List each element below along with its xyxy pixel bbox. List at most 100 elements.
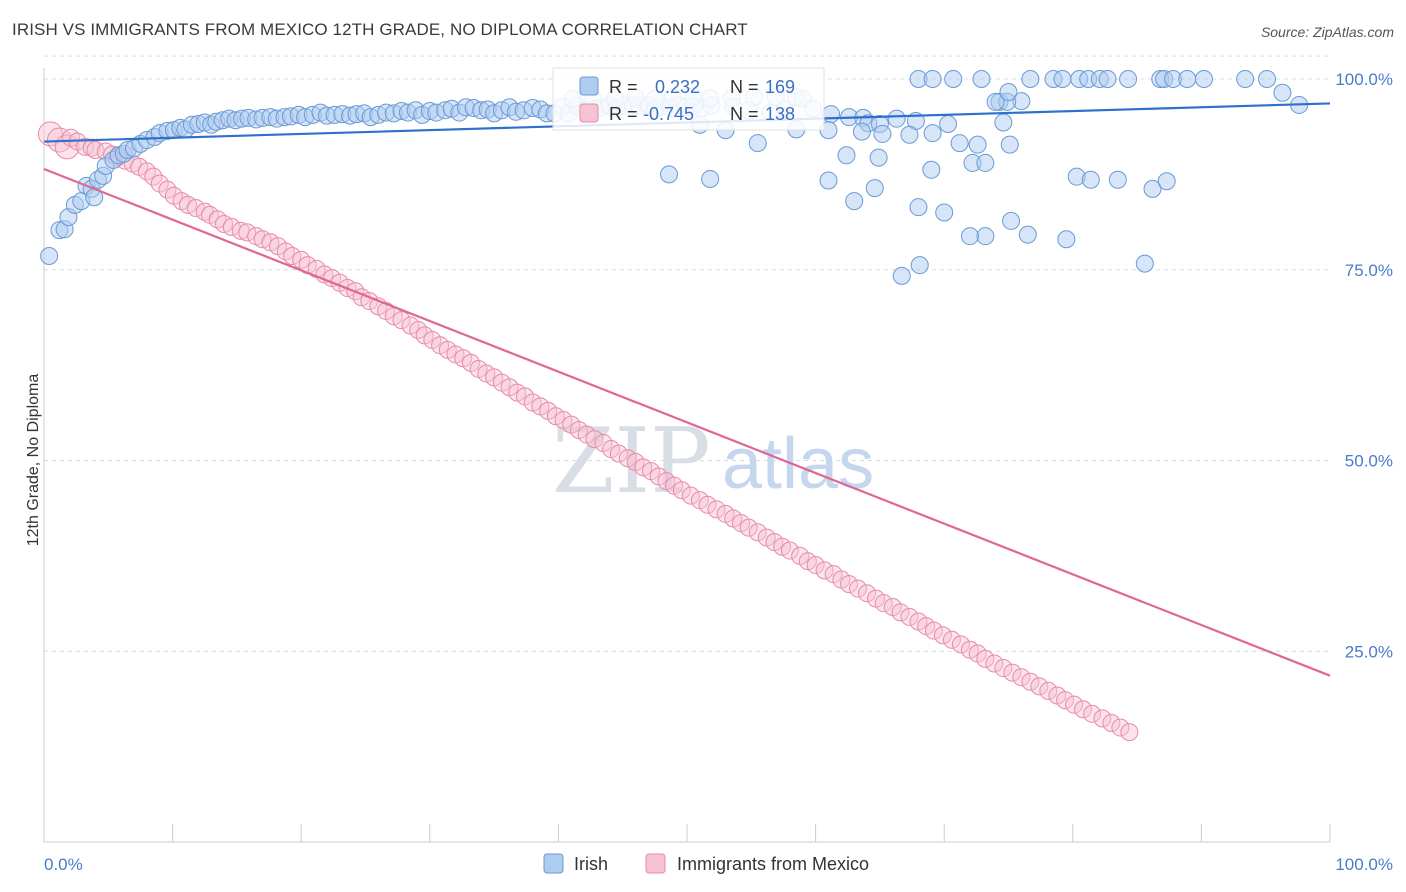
irish-point (1053, 70, 1072, 88)
mexico-point (681, 486, 700, 505)
irish-point (1108, 170, 1127, 189)
irish-point (1098, 70, 1117, 88)
irish-point (960, 227, 979, 246)
mexico-point (951, 635, 970, 654)
legend-mexico-swatch (645, 853, 666, 874)
irish-point (1178, 70, 1197, 88)
irish-point (900, 125, 919, 144)
mexico-point (1021, 672, 1040, 691)
mexico-r-label: R = (609, 104, 638, 124)
x-tick-label-max: 100.0% (1335, 855, 1393, 874)
irish-point (865, 179, 884, 198)
mexico-point (994, 659, 1013, 678)
irish-point (986, 92, 1005, 111)
irish-point (822, 105, 841, 124)
irish-point (748, 134, 767, 153)
irish-point (701, 169, 720, 188)
mexico-point (815, 561, 834, 580)
irish-point (845, 192, 864, 211)
irish-swatch (579, 76, 599, 96)
irish-point (1057, 230, 1076, 249)
mexico-point (840, 575, 859, 594)
stats-legend: R = 0.232 N = 169 R = -0.745 N = 138 (552, 67, 825, 131)
legend-mexico-label: Immigrants from Mexico (677, 854, 869, 874)
mexico-point (1074, 700, 1093, 719)
mexico-point (933, 626, 952, 645)
irish-point (923, 124, 942, 143)
mexico-point (900, 607, 919, 626)
irish-point (659, 165, 678, 184)
irish-point (40, 247, 59, 266)
mexico-point (208, 210, 227, 229)
irish-point (939, 115, 958, 134)
mexico-point (1065, 695, 1084, 714)
irish-point (923, 70, 942, 88)
legend-irish-label: Irish (574, 854, 608, 874)
mexico-point (874, 594, 893, 613)
mexico-point (1083, 704, 1102, 723)
mexico-point (276, 242, 295, 261)
irish-point (1018, 225, 1037, 244)
mexico-point (1102, 713, 1121, 732)
mexico-n-label: N = (730, 104, 759, 124)
irish-point (994, 113, 1013, 132)
mexico-point (924, 621, 943, 640)
mexico-point (609, 444, 628, 463)
mexico-point (585, 430, 604, 449)
irish-point (887, 109, 906, 128)
irish-point (1236, 70, 1255, 88)
mexico-point (942, 630, 961, 649)
mexico-r-value: -0.745 (643, 104, 694, 124)
irish-point (976, 153, 995, 172)
mexico-point (283, 247, 302, 266)
y-axis-title: 12th Grade, No Diploma (25, 374, 42, 547)
tick-labels: 25.0% 50.0% 75.0% 100.0% 0.0% 100.0% (44, 70, 1393, 874)
irish-point (837, 146, 856, 165)
irish-r-value: 0.232 (655, 77, 700, 97)
irish-point (968, 135, 987, 154)
irish-point (1081, 170, 1100, 189)
mexico-point (1093, 709, 1112, 728)
irish-r-label: R = (609, 77, 638, 97)
irish-point (910, 256, 929, 275)
irish-point (1257, 70, 1276, 88)
chart-source: Source: ZipAtlas.com (1260, 24, 1394, 40)
mexico-point (858, 584, 877, 603)
mexico-point (985, 654, 1004, 673)
mexico-point (1039, 681, 1058, 700)
mexico-point (1056, 691, 1075, 710)
bottom-legend: Irish Immigrants from Mexico (543, 853, 869, 874)
mexico-point (780, 541, 799, 560)
trendlines (43, 102, 1331, 677)
mexico-point (1012, 668, 1031, 687)
axes (43, 68, 1331, 843)
watermark-atlas: atlas (722, 424, 874, 504)
chart-title: IRISH VS IMMIGRANTS FROM MEXICO 12TH GRA… (12, 20, 748, 39)
irish-point (999, 82, 1018, 101)
irish-point (892, 266, 911, 285)
mexico-point (976, 649, 995, 668)
mexico-point (1003, 663, 1022, 682)
gridlines (44, 55, 1330, 652)
irish-point (869, 148, 888, 167)
y-tick-label-100: 100.0% (1335, 70, 1393, 89)
irish-point (950, 134, 969, 153)
mexico-trendline (43, 168, 1331, 677)
irish-point (1119, 70, 1138, 88)
irish-point (1021, 70, 1040, 88)
mexico-points (37, 121, 1139, 742)
irish-point (976, 227, 995, 246)
mexico-point (238, 223, 257, 242)
irish-point (873, 124, 892, 143)
mexico-point (672, 481, 691, 500)
y-tick-label-75: 75.0% (1345, 261, 1393, 280)
legend-irish-swatch (543, 853, 564, 874)
watermark: ZIP atlas (552, 409, 874, 514)
irish-point (1000, 135, 1019, 154)
mexico-swatch (579, 103, 599, 123)
irish-point (819, 171, 838, 190)
mexico-point (698, 495, 717, 514)
irish-point (935, 203, 954, 222)
y-tick-label-50: 50.0% (1345, 452, 1393, 471)
mexico-point (392, 311, 411, 330)
